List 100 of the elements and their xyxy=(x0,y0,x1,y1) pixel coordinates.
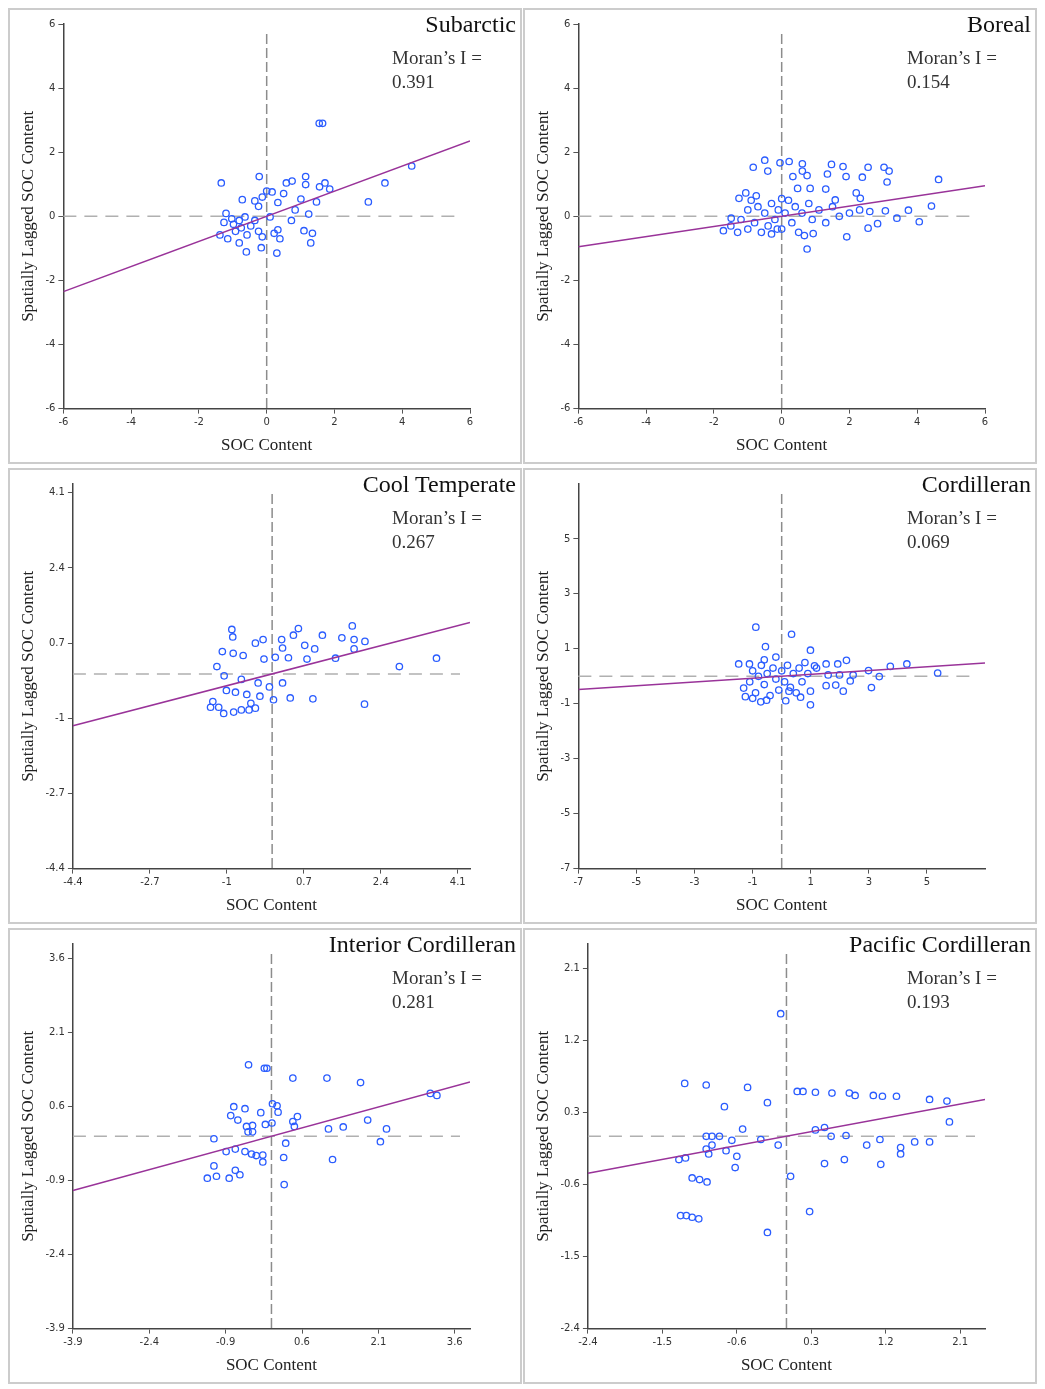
y-tick-label: 0.6 xyxy=(49,1100,65,1112)
point xyxy=(851,1091,859,1100)
annotation: 0.281 xyxy=(392,991,435,1013)
point xyxy=(234,1116,242,1124)
point xyxy=(228,633,237,641)
point xyxy=(739,684,748,692)
point xyxy=(702,1081,711,1089)
point xyxy=(286,694,295,702)
x-tick-label: 0.6 xyxy=(294,1336,310,1348)
point xyxy=(287,216,296,225)
point xyxy=(867,683,876,692)
point xyxy=(294,624,303,633)
point xyxy=(220,672,228,680)
point xyxy=(254,679,262,687)
point xyxy=(842,1131,850,1140)
point xyxy=(933,669,942,677)
point xyxy=(312,198,321,206)
point xyxy=(708,1141,716,1149)
point xyxy=(255,172,264,181)
x-axis-title: SOC Content xyxy=(225,895,318,915)
point xyxy=(284,653,293,662)
x-tick-label: 5 xyxy=(923,876,931,888)
point xyxy=(210,1134,218,1143)
point xyxy=(695,1175,704,1184)
point xyxy=(806,646,815,655)
y-tick-label: -4 xyxy=(560,338,571,350)
point xyxy=(827,1132,835,1141)
point xyxy=(242,1122,251,1131)
point xyxy=(239,651,248,660)
point xyxy=(876,1160,885,1169)
point xyxy=(840,1155,849,1164)
y-tick-label: -5 xyxy=(560,807,571,819)
point xyxy=(304,210,313,218)
point xyxy=(325,185,334,193)
point xyxy=(849,671,857,679)
point xyxy=(780,677,789,686)
point xyxy=(731,1163,740,1172)
point xyxy=(339,1123,348,1131)
point xyxy=(925,1138,934,1146)
point xyxy=(675,1155,683,1164)
point xyxy=(218,647,227,656)
point xyxy=(236,1170,244,1179)
point xyxy=(318,631,327,640)
chart-title: Cordilleran xyxy=(921,471,1031,498)
point xyxy=(308,229,317,238)
chart-title: Subarctic xyxy=(425,11,516,38)
point xyxy=(835,671,844,679)
point xyxy=(237,675,246,684)
point xyxy=(278,644,287,652)
point xyxy=(260,1064,269,1073)
point xyxy=(811,1126,820,1134)
point xyxy=(845,1089,854,1097)
x-tick-label: 4.1 xyxy=(449,876,466,888)
point xyxy=(282,179,291,187)
x-tick-label: -3 xyxy=(689,876,700,888)
point xyxy=(338,633,346,642)
x-tick-label: -1.5 xyxy=(652,1336,673,1348)
point xyxy=(839,687,848,695)
point xyxy=(251,704,260,712)
point xyxy=(787,630,796,639)
point xyxy=(274,1108,282,1116)
x-tick-label: -4 xyxy=(641,416,652,428)
x-tick-label: -2.4 xyxy=(578,1336,598,1348)
point xyxy=(244,1128,252,1136)
point xyxy=(751,688,760,697)
point xyxy=(356,1078,365,1087)
point xyxy=(247,699,255,708)
y-tick-label: 5 xyxy=(564,532,571,544)
point xyxy=(886,662,895,671)
point xyxy=(324,1125,333,1133)
point xyxy=(783,661,792,670)
y-tick-label: -2 xyxy=(560,273,571,285)
point xyxy=(252,1151,261,1160)
point xyxy=(395,662,404,671)
point xyxy=(433,1091,441,1100)
annotation: 0.154 xyxy=(907,71,951,93)
point xyxy=(203,1174,212,1183)
y-tick-label: 4 xyxy=(564,81,571,93)
point xyxy=(237,223,246,232)
point xyxy=(222,686,231,695)
point xyxy=(300,641,309,650)
point xyxy=(258,1151,267,1159)
chart-title: Pacific Cordilleran xyxy=(849,931,1031,958)
point xyxy=(328,1155,337,1164)
point xyxy=(266,213,274,221)
point xyxy=(290,1122,299,1131)
chart-title: Interior Cordilleran xyxy=(328,931,516,958)
y-tick-label: -1 xyxy=(54,711,65,723)
point xyxy=(222,209,230,218)
point xyxy=(903,660,911,668)
x-tick-label: 4 xyxy=(914,416,921,428)
point xyxy=(676,1211,685,1220)
point xyxy=(766,691,774,700)
x-tick-label: 4 xyxy=(399,416,406,428)
annotation: Moran’s I = xyxy=(392,967,482,989)
point xyxy=(245,706,253,714)
point xyxy=(734,660,743,668)
point xyxy=(263,1064,271,1073)
point xyxy=(276,234,284,243)
point xyxy=(376,1137,385,1146)
